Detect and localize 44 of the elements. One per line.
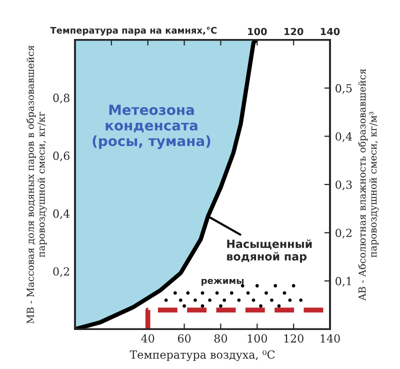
x-tick-label: 40	[141, 334, 154, 343]
x-tick-label: 60	[178, 334, 191, 343]
x-tick-label: 80	[214, 334, 228, 343]
y2-axis-title: AB - Абсолютная влажность образовавшейся паровоздушной смеси, кг/м³	[358, 68, 379, 301]
point	[178, 298, 182, 302]
y-axis-title: MB - Массовая доля водяных паров в образовавшейся паровоздушной смеси, кг/кг	[26, 46, 47, 324]
point	[164, 298, 168, 302]
point	[219, 304, 222, 308]
y2-tick-label: 0,2	[336, 228, 352, 238]
point	[252, 298, 256, 302]
point	[208, 298, 212, 302]
point	[255, 284, 259, 288]
point	[259, 304, 262, 308]
point	[288, 298, 292, 302]
y2-tick-label: 0,3	[336, 180, 352, 190]
y2-tick-label: 0,4	[336, 132, 352, 142]
point	[299, 298, 303, 302]
annotation: Метеозона конденсата (росы, тумана)	[92, 104, 210, 149]
point	[173, 291, 177, 295]
x2-tick-label: 100	[248, 28, 267, 36]
x-tick-label: 100	[248, 334, 268, 343]
point	[222, 298, 226, 302]
point	[274, 284, 278, 288]
point	[264, 291, 268, 295]
y2-tick-label: 0,1	[336, 276, 351, 287]
point	[237, 298, 241, 302]
point	[182, 304, 186, 308]
y2-tick-label: 0,5	[336, 84, 352, 94]
point	[194, 298, 197, 302]
x-tick-label: 120	[284, 334, 304, 343]
x2-tick-label: 140	[320, 28, 340, 36]
x-tick-label: 140	[320, 334, 340, 343]
x-axis-title: Температура воздуха, ⁰С	[130, 350, 275, 362]
point	[230, 291, 234, 295]
y-tick-label: 0,2	[53, 267, 70, 278]
y-tick-label: 0,8	[53, 94, 70, 104]
x2-tick-label: 120	[284, 28, 304, 36]
y-tick-label: 0,4	[53, 209, 70, 220]
point	[270, 298, 274, 302]
annotation: Насыщенный водяной пар	[227, 239, 312, 263]
y-tick-label: 0,6	[53, 152, 70, 162]
annotation: режимы	[202, 278, 244, 286]
x2-axis-title: Температура пара на камнях,°С	[50, 26, 217, 36]
point	[292, 284, 296, 288]
